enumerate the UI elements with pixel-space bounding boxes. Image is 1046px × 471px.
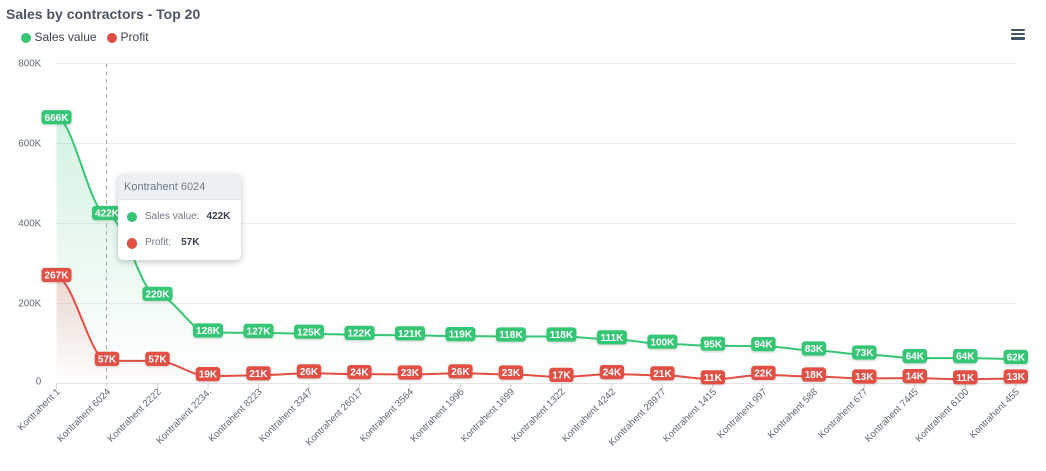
svg-text:19K: 19K xyxy=(199,370,218,381)
svg-text:Kontrahent 3347: Kontrahent 3347 xyxy=(257,387,315,445)
svg-text:Kontrahent 455: Kontrahent 455 xyxy=(968,387,1022,441)
svg-text:600K: 600K xyxy=(18,138,41,149)
svg-text:21K: 21K xyxy=(249,369,268,380)
svg-text:26K: 26K xyxy=(451,367,470,378)
svg-text:64K: 64K xyxy=(956,352,975,363)
svg-text:73K: 73K xyxy=(855,348,874,359)
svg-text:Kontrahent 2222: Kontrahent 2222 xyxy=(106,387,164,445)
svg-text:11K: 11K xyxy=(704,373,723,384)
svg-text:200K: 200K xyxy=(18,298,41,309)
svg-text:94K: 94K xyxy=(754,340,773,351)
svg-text:22K: 22K xyxy=(754,369,773,380)
svg-text:Kontrahent 1322: Kontrahent 1322 xyxy=(510,387,568,445)
svg-text:62K: 62K xyxy=(1007,353,1026,364)
svg-text:0: 0 xyxy=(36,377,42,388)
svg-text:127K: 127K xyxy=(247,327,272,338)
svg-text:57K: 57K xyxy=(98,355,117,366)
svg-text:57K: 57K xyxy=(148,355,167,366)
svg-text:Kontrahent 4242: Kontrahent 4242 xyxy=(560,387,618,445)
svg-text:95K: 95K xyxy=(704,339,723,350)
svg-text:666K: 666K xyxy=(45,113,70,124)
svg-text:Kontrahent 1699: Kontrahent 1699 xyxy=(459,387,517,445)
svg-text:Kontrahent 6100: Kontrahent 6100 xyxy=(913,387,971,445)
svg-text:13K: 13K xyxy=(855,372,874,383)
svg-text:26K: 26K xyxy=(300,367,319,378)
svg-text:Kontrahent 588: Kontrahent 588 xyxy=(766,387,820,441)
svg-text:119K: 119K xyxy=(449,330,473,341)
svg-text:Kontrahent 8223: Kontrahent 8223 xyxy=(207,387,265,445)
svg-text:23K: 23K xyxy=(401,368,420,379)
svg-text:Kontrahent 1996: Kontrahent 1996 xyxy=(409,387,467,445)
svg-text:Kontrahent 997: Kontrahent 997 xyxy=(715,387,769,441)
svg-text:24K: 24K xyxy=(603,368,622,379)
svg-text:Kontrahent 3564: Kontrahent 3564 xyxy=(358,386,416,444)
svg-text:18K: 18K xyxy=(805,370,824,381)
svg-text:118K: 118K xyxy=(499,330,523,341)
svg-text:Kontrahent 7445: Kontrahent 7445 xyxy=(863,387,921,445)
svg-text:21K: 21K xyxy=(653,369,672,380)
svg-text:64K: 64K xyxy=(906,352,925,363)
svg-text:128K: 128K xyxy=(196,326,221,337)
svg-text:14K: 14K xyxy=(906,372,925,383)
svg-text:Kontrahent 677: Kontrahent 677 xyxy=(816,387,870,441)
svg-text:Kontrahent 6024: Kontrahent 6024 xyxy=(55,386,113,444)
svg-text:118K: 118K xyxy=(550,330,574,341)
svg-text:267K: 267K xyxy=(45,271,70,282)
svg-text:13K: 13K xyxy=(1007,372,1026,383)
svg-text:83K: 83K xyxy=(805,344,824,355)
svg-text:11K: 11K xyxy=(956,373,975,384)
svg-text:Kontrahent 1415: Kontrahent 1415 xyxy=(661,387,719,445)
svg-text:422K: 422K xyxy=(95,209,120,220)
svg-text:Kontrahent 2234.: Kontrahent 2234. xyxy=(154,387,214,447)
svg-text:121K: 121K xyxy=(398,329,423,340)
svg-text:111K: 111K xyxy=(600,333,624,344)
svg-text:122K: 122K xyxy=(347,329,372,340)
svg-text:Kontrahent 1: Kontrahent 1 xyxy=(16,387,63,434)
svg-text:24K: 24K xyxy=(350,368,369,379)
svg-text:17K: 17K xyxy=(552,371,571,382)
svg-text:400K: 400K xyxy=(18,218,41,229)
svg-text:100K: 100K xyxy=(650,337,675,348)
svg-text:800K: 800K xyxy=(18,59,41,70)
svg-text:23K: 23K xyxy=(502,368,521,379)
svg-text:125K: 125K xyxy=(297,327,322,338)
svg-text:220K: 220K xyxy=(146,289,171,300)
